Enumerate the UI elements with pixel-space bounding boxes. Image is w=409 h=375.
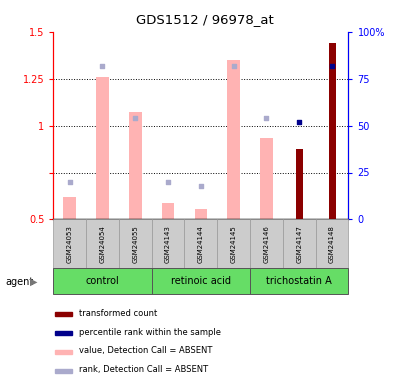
- Bar: [129, 112, 141, 219]
- Text: GSM24053: GSM24053: [67, 225, 72, 262]
- Text: rank, Detection Call = ABSENT: rank, Detection Call = ABSENT: [79, 365, 207, 374]
- Text: GSM24148: GSM24148: [328, 225, 334, 262]
- Point: [66, 179, 73, 185]
- Point: [295, 119, 302, 125]
- Bar: [328, 43, 335, 219]
- Bar: [63, 197, 76, 219]
- Bar: [249, 268, 348, 294]
- Text: GSM24147: GSM24147: [296, 225, 301, 262]
- Point: [99, 63, 106, 69]
- Bar: [55, 312, 72, 316]
- Text: GSM24143: GSM24143: [165, 225, 171, 262]
- Bar: [260, 138, 272, 219]
- Bar: [184, 219, 217, 268]
- Text: GSM24054: GSM24054: [99, 225, 105, 262]
- Bar: [282, 219, 315, 268]
- Bar: [55, 350, 72, 354]
- Bar: [227, 60, 239, 219]
- Text: ▶: ▶: [29, 277, 37, 287]
- Bar: [55, 331, 72, 335]
- Bar: [194, 209, 207, 219]
- Text: trichostatin A: trichostatin A: [266, 276, 331, 286]
- Bar: [295, 149, 302, 219]
- Text: retinoic acid: retinoic acid: [171, 276, 230, 286]
- Point: [328, 63, 335, 69]
- Bar: [53, 268, 151, 294]
- Text: percentile rank within the sample: percentile rank within the sample: [79, 328, 220, 337]
- Bar: [96, 77, 108, 219]
- Point: [164, 179, 171, 185]
- Text: transformed count: transformed count: [79, 309, 157, 318]
- Text: value, Detection Call = ABSENT: value, Detection Call = ABSENT: [79, 346, 212, 355]
- Bar: [315, 219, 348, 268]
- Text: GSM24145: GSM24145: [230, 225, 236, 262]
- Point: [132, 115, 138, 121]
- Bar: [162, 203, 174, 219]
- Point: [230, 63, 236, 69]
- Bar: [53, 219, 86, 268]
- Point: [263, 115, 269, 121]
- Bar: [86, 219, 119, 268]
- Text: agent: agent: [5, 277, 34, 287]
- Text: GSM24055: GSM24055: [132, 225, 138, 262]
- Bar: [119, 219, 151, 268]
- Point: [197, 183, 204, 189]
- Bar: [217, 219, 249, 268]
- Text: GSM24144: GSM24144: [198, 225, 203, 262]
- Bar: [151, 219, 184, 268]
- Bar: [55, 369, 72, 373]
- Text: GDS1512 / 96978_at: GDS1512 / 96978_at: [136, 13, 273, 26]
- Text: GSM24146: GSM24146: [263, 225, 269, 262]
- Bar: [151, 268, 249, 294]
- Text: control: control: [85, 276, 119, 286]
- Bar: [249, 219, 282, 268]
